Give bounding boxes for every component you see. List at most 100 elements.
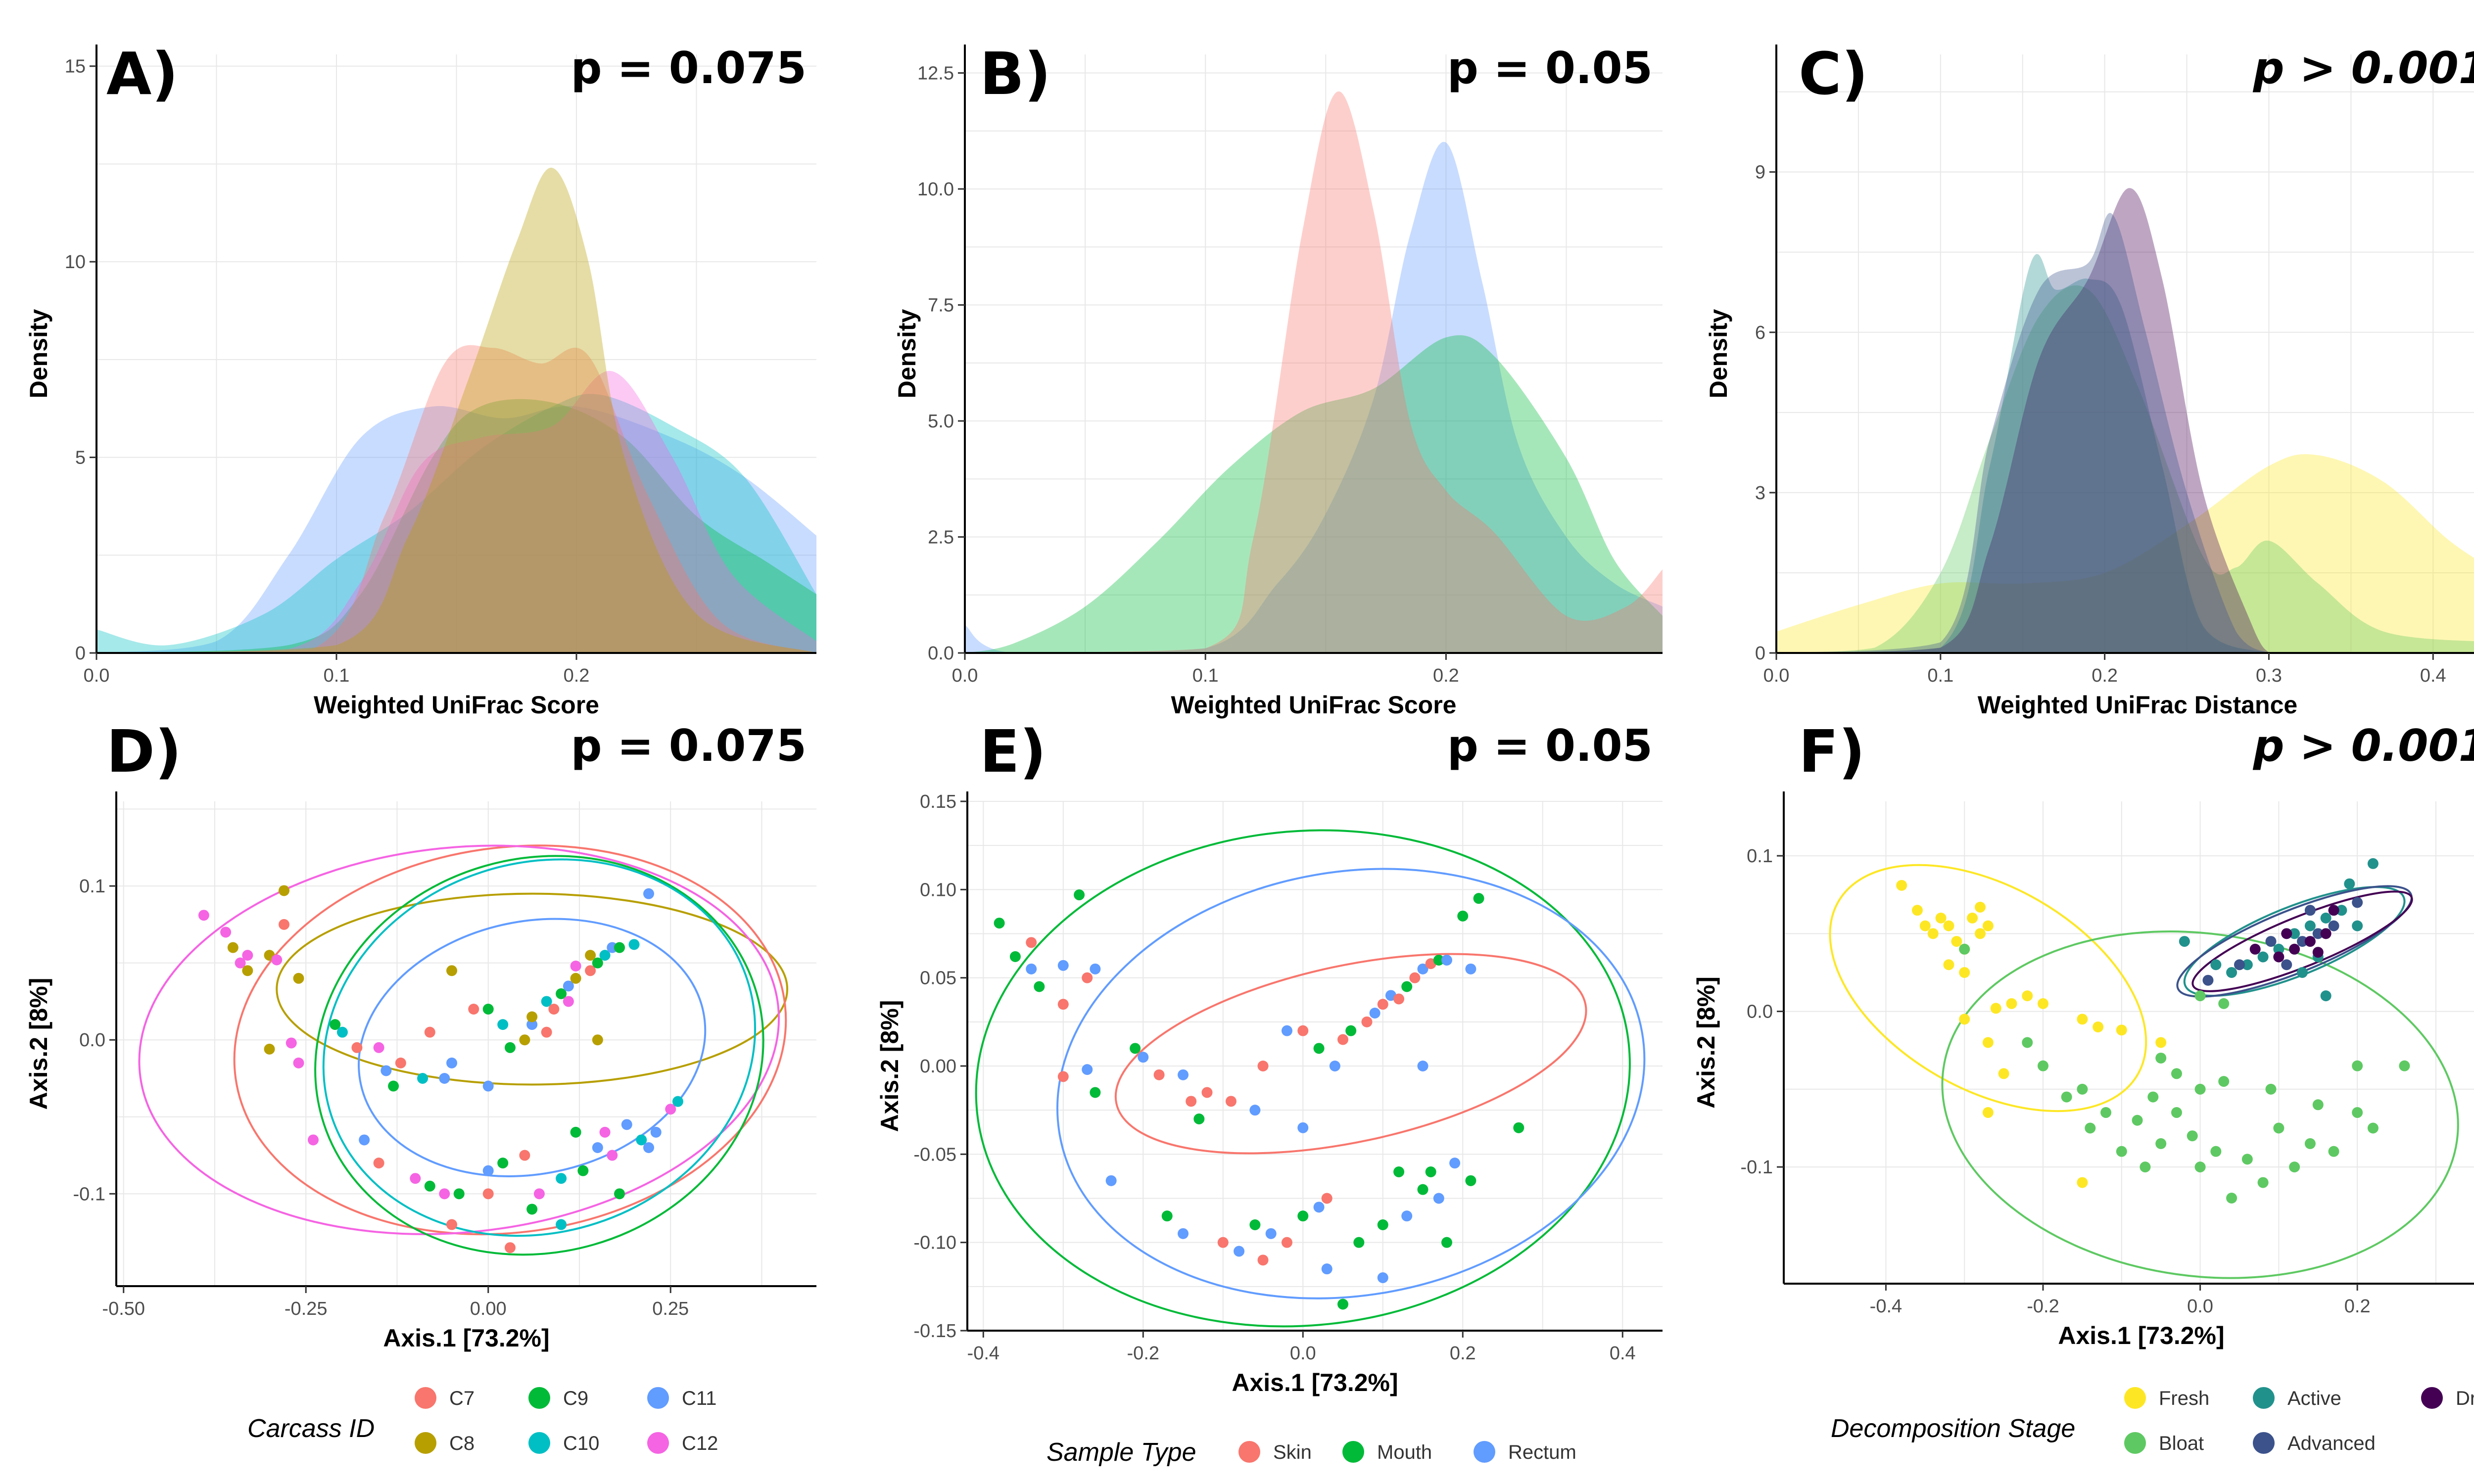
density-Mouth xyxy=(965,335,1663,653)
x-tick-label: -0.4 xyxy=(967,1343,999,1364)
x-tick-label: -0.4 xyxy=(1870,1296,1902,1317)
point-Bloat xyxy=(2022,1037,2033,1048)
point-C7 xyxy=(504,1242,516,1253)
point-C8 xyxy=(570,973,581,984)
x-tick-label: -0.50 xyxy=(102,1298,145,1319)
point-Fresh xyxy=(2077,1177,2088,1188)
point-Advanced xyxy=(2352,897,2363,908)
density-Skin xyxy=(965,91,1663,653)
x-tick-label: 0.3 xyxy=(2256,665,2282,686)
point-C12 xyxy=(665,1104,676,1115)
point-Fresh xyxy=(2077,1014,2088,1025)
p-value: p = 0.075 xyxy=(571,43,807,93)
ellipse-C8 xyxy=(276,892,789,1086)
point-Skin xyxy=(1057,1071,1069,1082)
ellipse-Rectum xyxy=(1056,868,1646,1299)
point-C8 xyxy=(242,965,253,976)
point-Rectum xyxy=(1417,963,1428,974)
point-Mouth xyxy=(1353,1237,1365,1248)
point-C11 xyxy=(650,1126,662,1138)
point-C8 xyxy=(519,1034,530,1046)
point-Active xyxy=(2352,920,2363,931)
x-tick-label: 0.1 xyxy=(1192,665,1219,686)
point-Rectum xyxy=(1417,1061,1428,1071)
point-Skin xyxy=(1225,1096,1237,1107)
point-Dry xyxy=(2249,943,2261,955)
panel-label: A) xyxy=(106,40,178,108)
x-tick-label: 0.4 xyxy=(1610,1343,1636,1364)
y-tick-label: 5 xyxy=(75,448,86,468)
point-C10 xyxy=(336,1026,348,1038)
point-Bloat xyxy=(2218,998,2230,1009)
point-Skin xyxy=(1297,1025,1309,1036)
point-Rectum xyxy=(1433,1193,1444,1204)
x-tick-label: 0.0 xyxy=(1290,1343,1316,1364)
point-Bloat xyxy=(2257,1177,2269,1188)
point-Dry xyxy=(2320,928,2331,939)
x-tick-label: 0.4 xyxy=(2420,665,2446,686)
legend-key-C10 xyxy=(528,1432,550,1454)
x-axis-label: Weighted UniFrac Score xyxy=(1171,691,1457,719)
point-Rectum xyxy=(1105,1175,1117,1186)
point-C11 xyxy=(381,1065,392,1076)
point-C8 xyxy=(592,1034,603,1046)
y-axis-label: Axis.2 [8%] xyxy=(25,978,52,1110)
point-Dry xyxy=(2281,928,2292,939)
point-Advanced xyxy=(2202,974,2214,986)
point-Advanced xyxy=(2328,920,2339,931)
x-tick-label: -0.25 xyxy=(285,1298,328,1319)
y-tick-label: 0.1 xyxy=(1747,846,1773,867)
point-Bloat xyxy=(2226,1193,2237,1204)
point-Active xyxy=(2179,936,2190,947)
ellipse-Bloat xyxy=(1941,930,2459,1279)
point-Mouth xyxy=(1345,1025,1357,1036)
point-Bloat xyxy=(2171,1107,2182,1118)
point-Active xyxy=(2210,959,2222,971)
point-C9 xyxy=(614,942,625,953)
point-Dry xyxy=(2273,951,2284,963)
point-Fresh xyxy=(1974,901,1986,913)
point-Bloat xyxy=(2289,1161,2300,1173)
legend-key-C11 xyxy=(647,1387,669,1409)
y-tick-label: 0.0 xyxy=(1747,1002,1773,1022)
point-Rectum xyxy=(1026,963,1037,974)
point-Fresh xyxy=(1998,1068,2009,1079)
y-axis-label: Density xyxy=(893,309,921,399)
point-C9 xyxy=(424,1180,435,1192)
legend: Decomposition Stage Fresh Active Dry Bloat Ad… xyxy=(1831,1387,2474,1454)
point-C8 xyxy=(526,1011,538,1022)
point-Bloat xyxy=(2241,1154,2253,1165)
point-Fresh xyxy=(2006,998,2017,1009)
point-C8 xyxy=(585,950,596,961)
legend-key-Dry xyxy=(2421,1387,2443,1409)
legend-key-C7 xyxy=(415,1387,436,1409)
point-C10 xyxy=(417,1073,428,1084)
point-Skin xyxy=(1409,972,1421,983)
x-axis-label: Axis.1 [73.2%] xyxy=(1232,1369,1398,1396)
point-Advanced xyxy=(2312,928,2324,939)
point-Bloat xyxy=(2100,1107,2112,1118)
y-tick-label: -0.10 xyxy=(913,1233,956,1253)
point-Bloat xyxy=(2116,1146,2127,1157)
point-Bloat xyxy=(2132,1114,2143,1126)
point-C11 xyxy=(621,1119,632,1130)
point-Mouth xyxy=(1161,1210,1173,1222)
y-tick-label: 0.0 xyxy=(79,1030,105,1051)
point-Fresh xyxy=(1990,1003,2001,1014)
point-Active xyxy=(2297,967,2308,978)
x-tick-label: 0.2 xyxy=(1433,665,1459,686)
point-C11 xyxy=(439,1073,450,1084)
point-Fresh xyxy=(1927,928,1939,939)
point-Mouth xyxy=(1034,981,1045,992)
point-C12 xyxy=(373,1042,384,1053)
point-C12 xyxy=(285,1037,297,1049)
point-Skin xyxy=(1361,1016,1373,1027)
point-Bloat xyxy=(2352,1060,2363,1071)
point-Skin xyxy=(1257,1061,1269,1071)
x-tick-label: 0.0 xyxy=(1763,665,1790,686)
point-Rectum xyxy=(1329,1061,1340,1071)
legend: Sample Type Skin Mouth Rectum xyxy=(1047,1438,1576,1467)
x-tick-label: 0.2 xyxy=(1450,1343,1476,1364)
point-Mouth xyxy=(1337,1298,1349,1310)
y-tick-label: -0.15 xyxy=(913,1321,956,1342)
